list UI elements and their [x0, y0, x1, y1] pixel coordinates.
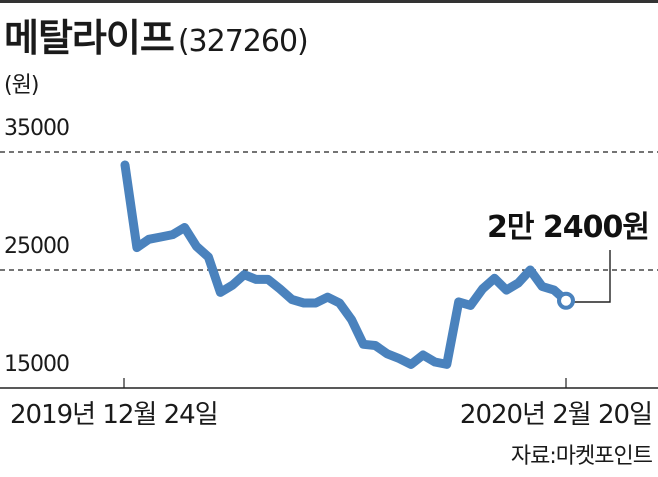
stock-code: (327260) [177, 24, 309, 59]
last-price-callout: 2만 2400원 [487, 210, 650, 245]
y-tick-35000: 35000 [4, 116, 70, 141]
last-price-marker [557, 291, 575, 310]
x-label-end: 2020년 2월 20일 [459, 400, 653, 430]
price-line [120, 160, 571, 369]
top-rule [0, 0, 658, 3]
company-name: 메탈라이프 [4, 16, 175, 60]
x-label-start: 2019년 12월 24일 [10, 400, 219, 430]
source-note: 자료:마켓포인트 [510, 444, 653, 469]
callout-leader-line [574, 250, 611, 303]
y-axis-unit: (원) [4, 73, 39, 98]
chart-title: 메탈라이프 (327260) [4, 14, 309, 66]
y-tick-25000: 25000 [4, 234, 70, 259]
y-tick-15000: 15000 [4, 352, 70, 377]
